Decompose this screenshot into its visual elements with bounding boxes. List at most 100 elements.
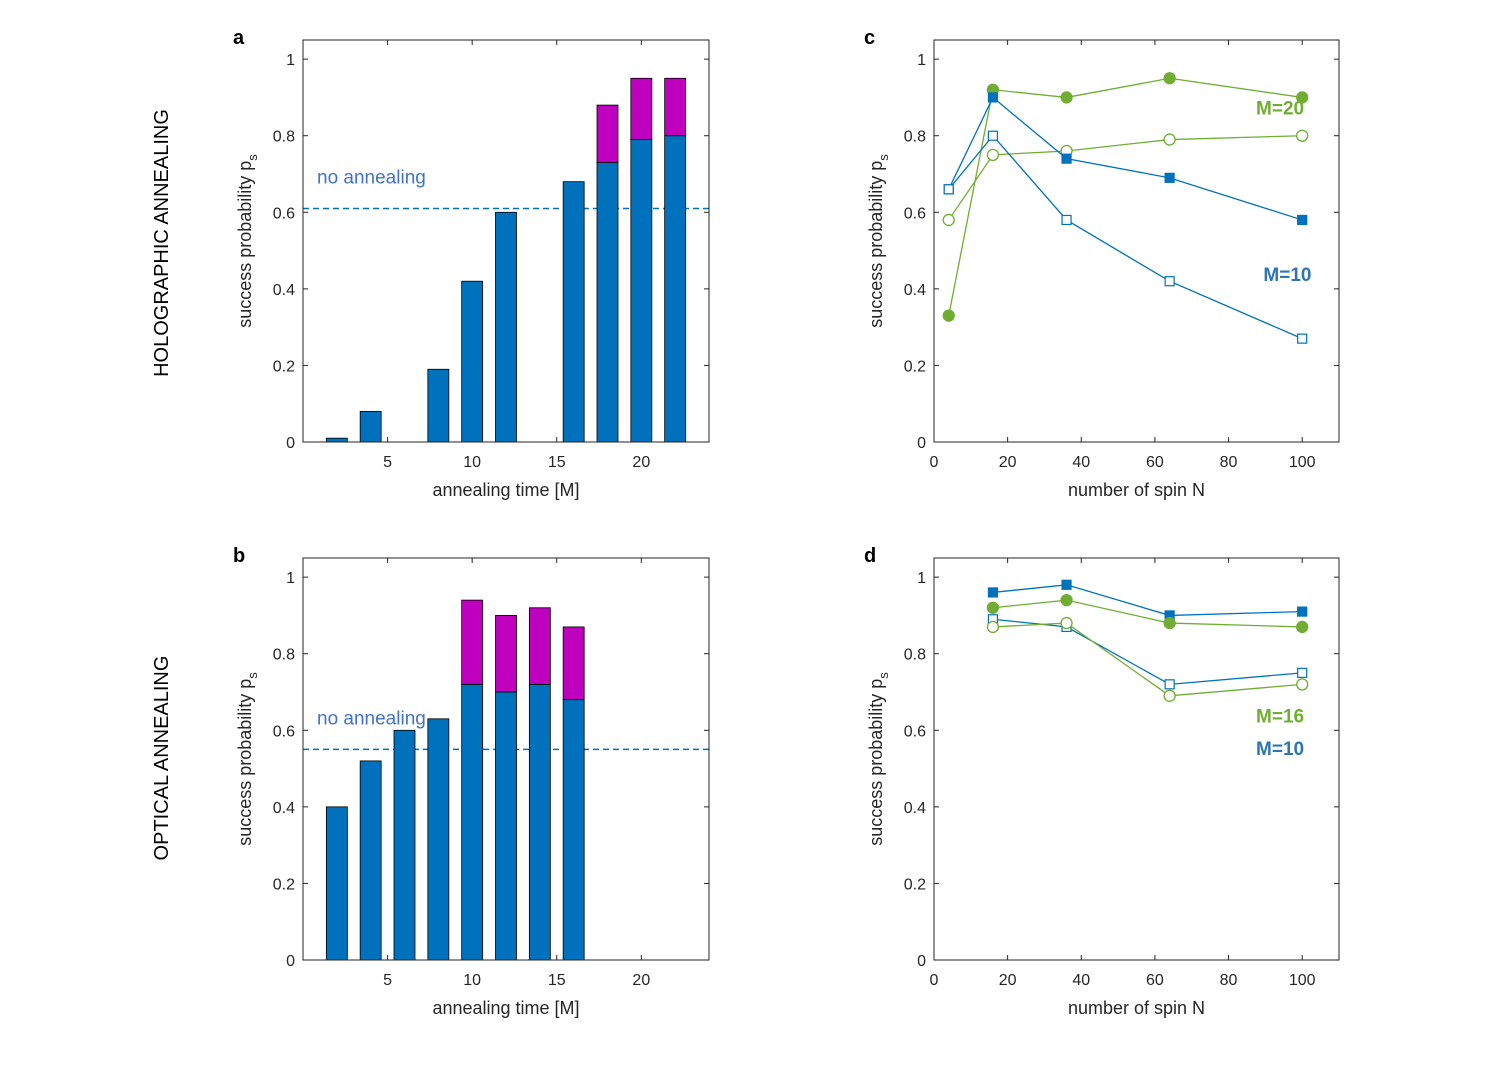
y-tick-label: 0 bbox=[286, 953, 295, 970]
y-tick-label: 0.6 bbox=[904, 723, 926, 740]
data-point-circle bbox=[1060, 593, 1073, 607]
x-tick-label: 20 bbox=[999, 972, 1017, 989]
x-axis-label: annealing time [M] bbox=[432, 480, 579, 500]
x-tick-label: 20 bbox=[632, 972, 650, 989]
bar-base-14 bbox=[528, 683, 551, 961]
y-tick-label: 0.2 bbox=[273, 358, 295, 375]
y-axis-label-subscript: s bbox=[876, 672, 891, 679]
y-axis-label: success probability ps bbox=[235, 154, 260, 328]
bar-extra-18 bbox=[596, 104, 619, 163]
axes-frame bbox=[933, 39, 1340, 443]
data-point-square bbox=[1297, 606, 1308, 617]
series-annotation: M=16 bbox=[1256, 707, 1304, 728]
y-tick-label: 0.4 bbox=[904, 282, 926, 299]
y-tick-label: 0.6 bbox=[273, 205, 295, 222]
y-axis-label-subscript: s bbox=[876, 154, 891, 161]
bar-base-20 bbox=[630, 139, 653, 443]
axes-frame bbox=[933, 557, 1340, 961]
row-label-optical: OPTICAL ANNEALING bbox=[151, 656, 173, 861]
y-tick-label: 0.6 bbox=[273, 723, 295, 740]
bar-base-4 bbox=[359, 760, 382, 961]
x-tick-label: 20 bbox=[999, 454, 1017, 471]
x-tick-label: 15 bbox=[548, 972, 566, 989]
y-tick-label: 0.2 bbox=[904, 876, 926, 893]
data-point-circle bbox=[1060, 616, 1073, 630]
data-point-circle bbox=[986, 148, 1000, 162]
x-tick-label: 0 bbox=[930, 972, 939, 989]
panel-label-a: a bbox=[233, 27, 245, 49]
bar-extra-12 bbox=[495, 615, 517, 693]
panel-label-d: d bbox=[864, 545, 876, 567]
y-axis-label: success probability ps bbox=[866, 672, 891, 846]
bar-base-16 bbox=[562, 181, 585, 443]
x-tick-label: 5 bbox=[383, 972, 392, 989]
data-point-circle bbox=[986, 620, 1000, 634]
y-tick-label: 1 bbox=[917, 570, 926, 587]
data-point-circle bbox=[1163, 616, 1176, 630]
data-point-circle bbox=[1296, 129, 1309, 142]
series-line bbox=[948, 77, 1303, 316]
data-point-square bbox=[1061, 153, 1072, 164]
bar-base-8 bbox=[427, 368, 450, 443]
x-axis-label: number of spin N bbox=[1068, 480, 1205, 500]
data-point-square bbox=[1297, 667, 1308, 678]
bar-base-12 bbox=[495, 691, 517, 961]
y-tick-label: 0.4 bbox=[273, 800, 295, 817]
y-axis-label: success probability ps bbox=[866, 154, 891, 328]
bar-base-8 bbox=[427, 718, 450, 961]
series-line bbox=[948, 96, 1303, 221]
data-point-square bbox=[987, 130, 999, 141]
x-tick-label: 20 bbox=[632, 454, 650, 471]
panel-label-b: b bbox=[233, 545, 245, 567]
no-annealing-label: no annealing bbox=[317, 709, 426, 730]
bar-base-12 bbox=[495, 211, 517, 443]
y-tick-label: 0.8 bbox=[904, 647, 926, 664]
bar-base-10 bbox=[461, 280, 484, 443]
row-label-holographic: HOLOGRAPHIC ANNEALING bbox=[151, 109, 173, 377]
x-tick-label: 80 bbox=[1220, 454, 1238, 471]
data-point-circle bbox=[1163, 689, 1176, 702]
x-axis-label: annealing time [M] bbox=[432, 998, 579, 1018]
y-axis-label-subscript: s bbox=[245, 154, 260, 161]
data-point-square bbox=[1061, 214, 1072, 226]
x-tick-label: 40 bbox=[1072, 972, 1090, 989]
x-tick-label: 100 bbox=[1289, 972, 1316, 989]
axes-frame bbox=[302, 39, 710, 443]
data-point-square bbox=[1061, 579, 1072, 590]
bar-extra-14 bbox=[528, 607, 551, 685]
bar-base-2 bbox=[325, 437, 348, 443]
x-tick-label: 0 bbox=[930, 454, 939, 471]
x-tick-label: 60 bbox=[1146, 454, 1164, 471]
x-tick-label: 60 bbox=[1146, 972, 1164, 989]
y-tick-label: 0.8 bbox=[904, 129, 926, 146]
y-axis-label-subscript: s bbox=[245, 672, 260, 679]
y-tick-label: 1 bbox=[286, 52, 295, 69]
y-tick-label: 0.8 bbox=[273, 647, 295, 664]
series-line bbox=[948, 134, 1303, 340]
x-tick-label: 80 bbox=[1220, 972, 1238, 989]
y-tick-label: 1 bbox=[917, 52, 926, 69]
data-point-circle bbox=[942, 309, 955, 322]
data-point-circle bbox=[1296, 678, 1309, 691]
series-line bbox=[992, 584, 1303, 617]
panel-c-chart: c 0 0.2 0.4 0.6 0.8 1 0 20 40 60 80 100 number of spi… bbox=[864, 27, 1340, 500]
data-point-circle bbox=[1163, 72, 1176, 85]
bar-base-18 bbox=[596, 162, 619, 443]
series-annotation: M=20 bbox=[1256, 99, 1304, 120]
y-tick-label: 0.4 bbox=[273, 282, 295, 299]
data-point-square bbox=[943, 184, 954, 195]
bar-base-6 bbox=[393, 729, 416, 961]
axes-frame bbox=[302, 557, 710, 961]
y-axis-label: success probability ps bbox=[235, 672, 260, 846]
data-point-square bbox=[987, 587, 999, 598]
y-tick-label: 0.2 bbox=[273, 876, 295, 893]
x-tick-label: 10 bbox=[463, 972, 481, 989]
x-tick-label: 100 bbox=[1289, 454, 1316, 471]
panel-d-chart: d 0 0.2 0.4 0.6 0.8 1 0 20 40 60 80 100 number of spi… bbox=[864, 545, 1340, 1018]
panel-label-c: c bbox=[864, 27, 875, 49]
series-annotation: M=10 bbox=[1256, 739, 1304, 760]
series-line bbox=[992, 618, 1303, 686]
bar-extra-10 bbox=[461, 599, 484, 685]
